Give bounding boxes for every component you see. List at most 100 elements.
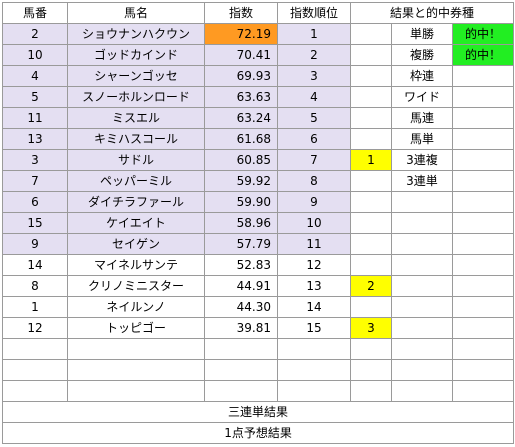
row-hit xyxy=(451,317,515,339)
table-row: 11 ミスエル 63.24 5 馬連 xyxy=(2,107,515,129)
row-umaban: 9 xyxy=(2,233,68,255)
header-umaban: 馬番 xyxy=(2,2,68,24)
row-horse-name: スノーホルンロード xyxy=(67,86,205,108)
empty-cell xyxy=(2,338,68,360)
row-place: 2 xyxy=(350,275,392,297)
table-row: 3 サドル 60.85 7 1 3連複 xyxy=(2,149,515,171)
empty-cell xyxy=(204,380,278,402)
empty-cell xyxy=(67,338,205,360)
row-umaban: 3 xyxy=(2,149,68,171)
row-horse-name: トッピゴー xyxy=(67,317,205,339)
row-place xyxy=(350,86,392,108)
row-index: 52.83 xyxy=(204,254,278,276)
row-bet-type xyxy=(391,317,453,339)
row-index: 58.96 xyxy=(204,212,278,234)
row-bet-type: 馬単 xyxy=(391,128,453,150)
empty-cell xyxy=(451,380,515,402)
row-horse-name: サドル xyxy=(67,149,205,171)
row-rank: 4 xyxy=(277,86,351,108)
row-index: 63.63 xyxy=(204,86,278,108)
row-rank: 10 xyxy=(277,212,351,234)
empty-cell xyxy=(67,359,205,381)
row-place xyxy=(350,23,392,45)
row-place xyxy=(350,233,392,255)
row-rank: 7 xyxy=(277,149,351,171)
empty-row xyxy=(2,380,515,402)
row-hit xyxy=(451,65,515,87)
sanrentan-result-label: 三連単結果 xyxy=(1,401,515,423)
row-horse-name: ネイルンノ xyxy=(67,296,205,318)
header-result: 結果と的中券種 xyxy=(349,2,515,24)
row-hit xyxy=(451,275,515,297)
row-hit xyxy=(451,296,515,318)
row-hit xyxy=(451,170,515,192)
table-row: 12 トッピゴー 39.81 15 3 xyxy=(2,317,515,339)
row-umaban: 7 xyxy=(2,170,68,192)
table-row: 14 マイネルサンテ 52.83 12 xyxy=(2,254,515,276)
row-index: 69.93 xyxy=(204,65,278,87)
row-bet-type: 3連単 xyxy=(391,170,453,192)
row-index: 72.19 xyxy=(204,23,278,45)
row-index: 61.68 xyxy=(204,128,278,150)
row-horse-name: セイゲン xyxy=(67,233,205,255)
empty-cell xyxy=(204,338,278,360)
row-bet-type xyxy=(391,254,453,276)
table-row: 15 ケイエイト 58.96 10 xyxy=(2,212,515,234)
row-place xyxy=(350,65,392,87)
header-row: 馬番 馬名 指数 指数順位 結果と的中券種 xyxy=(2,2,515,24)
row-rank: 8 xyxy=(277,170,351,192)
header-index: 指数 xyxy=(204,2,278,24)
row-hit xyxy=(451,128,515,150)
row-umaban: 11 xyxy=(2,107,68,129)
empty-cell xyxy=(2,359,68,381)
empty-cell xyxy=(2,380,68,402)
empty-cell xyxy=(67,380,205,402)
row-horse-name: マイネルサンテ xyxy=(67,254,205,276)
row-hit xyxy=(451,233,515,255)
row-bet-type: 3連複 xyxy=(391,149,453,171)
row-bet-type xyxy=(391,212,453,234)
empty-cell xyxy=(451,359,515,381)
row-umaban: 8 xyxy=(2,275,68,297)
table-row: 5 スノーホルンロード 63.63 4 ワイド xyxy=(2,86,515,108)
row-rank: 1 xyxy=(277,23,351,45)
one-point-result-label: 1点予想結果 xyxy=(1,422,515,444)
row-umaban: 4 xyxy=(2,65,68,87)
row-bet-type xyxy=(391,191,453,213)
row-rank: 9 xyxy=(277,191,351,213)
empty-cell xyxy=(391,380,453,402)
row-bet-type xyxy=(391,275,453,297)
table-row: 10 ゴッドカインド 70.41 2 複勝 的中！ xyxy=(2,44,515,66)
row-rank: 3 xyxy=(277,65,351,87)
row-rank: 14 xyxy=(277,296,351,318)
row-umaban: 14 xyxy=(2,254,68,276)
empty-cell xyxy=(277,380,351,402)
row-index: 59.92 xyxy=(204,170,278,192)
row-index: 63.24 xyxy=(204,107,278,129)
footer-one-point-row: 1点予想結果 xyxy=(1,422,515,444)
row-index: 60.85 xyxy=(204,149,278,171)
empty-cell xyxy=(204,359,278,381)
row-place: 1 xyxy=(350,149,392,171)
row-horse-name: ミスエル xyxy=(67,107,205,129)
row-bet-type: 枠連 xyxy=(391,65,453,87)
row-hit: 的中！ xyxy=(451,44,515,66)
row-horse-name: ケイエイト xyxy=(67,212,205,234)
row-hit: 的中！ xyxy=(451,23,515,45)
row-umaban: 1 xyxy=(2,296,68,318)
row-umaban: 13 xyxy=(2,128,68,150)
row-place xyxy=(350,44,392,66)
table-row: 8 クリノミニスター 44.91 13 2 xyxy=(2,275,515,297)
row-umaban: 12 xyxy=(2,317,68,339)
row-bet-type xyxy=(391,296,453,318)
empty-cell xyxy=(350,380,392,402)
table-row: 7 ペッパーミル 59.92 8 3連単 xyxy=(2,170,515,192)
row-rank: 5 xyxy=(277,107,351,129)
header-name: 馬名 xyxy=(67,2,205,24)
table-row: 2 ショウナンハクウン 72.19 1 単勝 的中！ xyxy=(2,23,515,45)
row-rank: 6 xyxy=(277,128,351,150)
row-umaban: 15 xyxy=(2,212,68,234)
empty-cell xyxy=(350,338,392,360)
table-row: 1 ネイルンノ 44.30 14 xyxy=(2,296,515,318)
row-umaban: 6 xyxy=(2,191,68,213)
